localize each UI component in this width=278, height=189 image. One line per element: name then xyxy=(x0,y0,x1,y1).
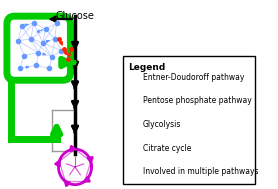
Text: Citrate cycle: Citrate cycle xyxy=(143,144,192,153)
Text: Entner-Doudoroff pathway: Entner-Doudoroff pathway xyxy=(143,73,244,82)
FancyBboxPatch shape xyxy=(7,16,70,80)
Text: Glycolysis: Glycolysis xyxy=(143,120,182,129)
Text: Legend: Legend xyxy=(128,64,166,72)
Text: Involved in multiple pathways: Involved in multiple pathways xyxy=(143,167,259,176)
Text: Glucose: Glucose xyxy=(56,11,95,21)
Text: Pentose phosphate pathway: Pentose phosphate pathway xyxy=(143,96,252,105)
FancyBboxPatch shape xyxy=(123,56,255,184)
